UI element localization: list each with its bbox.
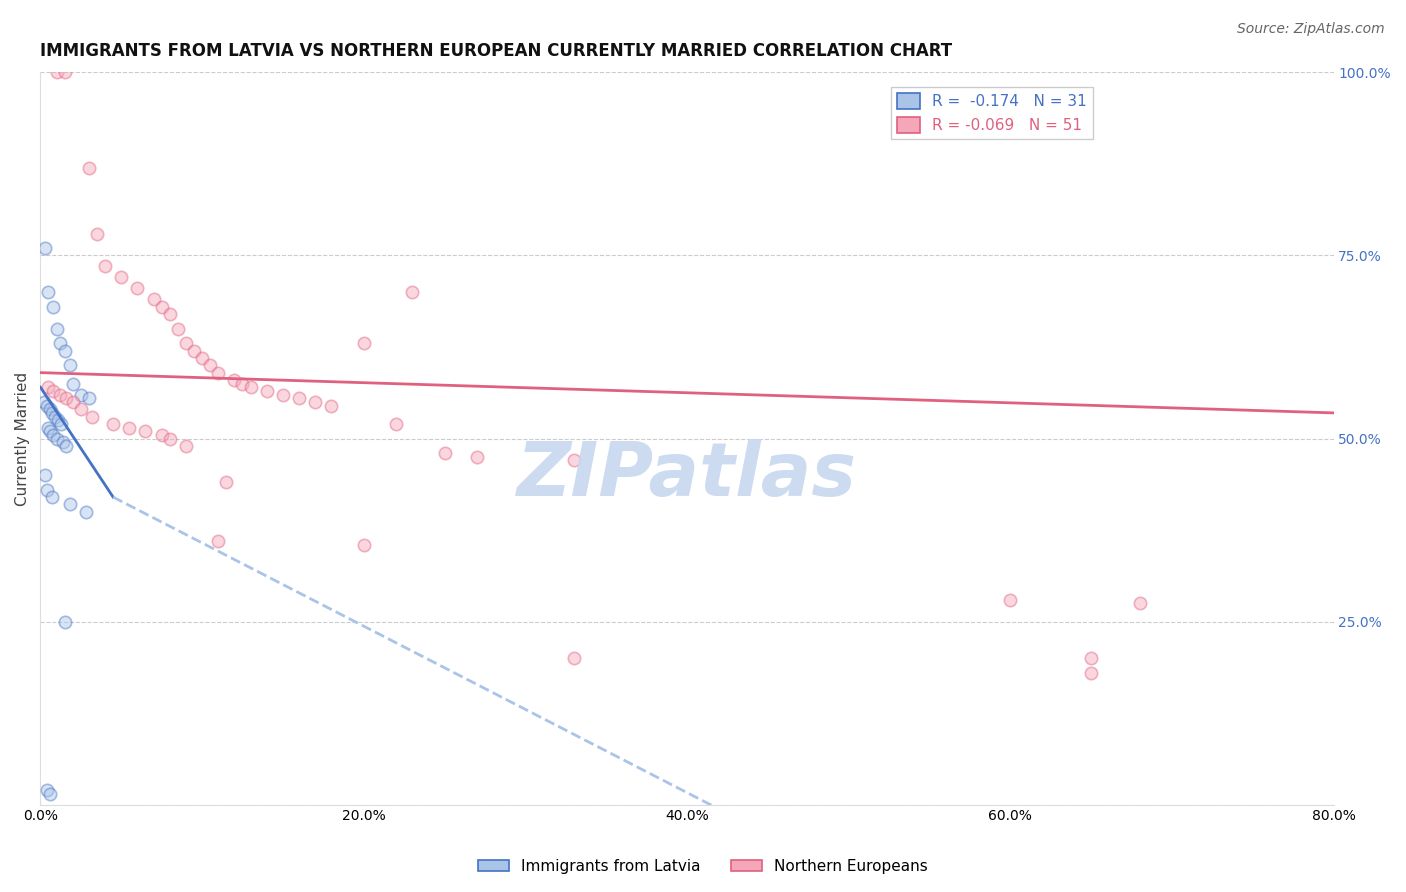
Point	[42, 300, 65, 314]
Point	[69, 402, 91, 417]
Point	[75, 505, 97, 519]
Point	[86, 227, 108, 241]
Point	[304, 395, 326, 409]
Point	[191, 351, 214, 365]
Point	[51, 417, 73, 431]
Point	[39, 424, 62, 438]
Point	[353, 336, 375, 351]
Point	[271, 387, 294, 401]
Point	[35, 399, 58, 413]
Text: Source: ZipAtlas.com: Source: ZipAtlas.com	[1237, 22, 1385, 37]
Point	[1080, 651, 1102, 665]
Point	[1128, 596, 1150, 610]
Point	[174, 336, 197, 351]
Point	[239, 380, 262, 394]
Point	[58, 359, 80, 373]
Point	[401, 285, 423, 299]
Point	[174, 439, 197, 453]
Point	[127, 281, 149, 295]
Point	[321, 399, 343, 413]
Point	[562, 453, 585, 467]
Point	[142, 293, 165, 307]
Point	[55, 439, 77, 453]
Point	[49, 336, 72, 351]
Point	[118, 420, 141, 434]
Point	[44, 409, 66, 424]
Point	[101, 417, 124, 431]
Point	[198, 359, 221, 373]
Point	[58, 497, 80, 511]
Point	[35, 483, 58, 497]
Point	[62, 395, 84, 409]
Legend: R =  -0.174   N = 31, R = -0.069   N = 51: R = -0.174 N = 31, R = -0.069 N = 51	[891, 87, 1092, 139]
Point	[53, 343, 76, 358]
Point	[207, 534, 229, 549]
Point	[433, 446, 456, 460]
Point	[42, 428, 65, 442]
Point	[159, 307, 181, 321]
Point	[41, 490, 63, 504]
Point	[45, 65, 67, 79]
Point	[37, 420, 59, 434]
Point	[465, 450, 488, 464]
Point	[207, 366, 229, 380]
Point	[45, 432, 67, 446]
Point	[353, 538, 375, 552]
Point	[94, 260, 117, 274]
Point	[183, 343, 205, 358]
Point	[231, 376, 253, 391]
Point	[134, 424, 156, 438]
Point	[562, 651, 585, 665]
Point	[41, 406, 63, 420]
Point	[55, 391, 77, 405]
Y-axis label: Currently Married: Currently Married	[15, 371, 30, 506]
Point	[42, 384, 65, 398]
Point	[46, 413, 69, 427]
Point	[39, 402, 62, 417]
Point	[53, 65, 76, 79]
Point	[77, 391, 100, 405]
Point	[256, 384, 278, 398]
Point	[52, 435, 75, 450]
Point	[37, 380, 59, 394]
Point	[166, 321, 188, 335]
Point	[35, 783, 58, 797]
Legend: Immigrants from Latvia, Northern Europeans: Immigrants from Latvia, Northern Europea…	[472, 853, 934, 880]
Point	[82, 409, 104, 424]
Point	[385, 417, 408, 431]
Point	[110, 270, 132, 285]
Point	[62, 376, 84, 391]
Point	[69, 387, 91, 401]
Point	[215, 475, 238, 490]
Point	[1080, 665, 1102, 680]
Point	[45, 321, 67, 335]
Point	[288, 391, 311, 405]
Point	[1000, 592, 1022, 607]
Text: ZIPatlas: ZIPatlas	[517, 439, 858, 512]
Point	[37, 285, 59, 299]
Point	[159, 432, 181, 446]
Point	[77, 161, 100, 175]
Point	[39, 787, 62, 801]
Point	[53, 615, 76, 629]
Point	[150, 428, 173, 442]
Point	[49, 387, 72, 401]
Point	[224, 373, 246, 387]
Text: IMMIGRANTS FROM LATVIA VS NORTHERN EUROPEAN CURRENTLY MARRIED CORRELATION CHART: IMMIGRANTS FROM LATVIA VS NORTHERN EUROP…	[41, 42, 952, 60]
Point	[150, 300, 173, 314]
Point	[34, 241, 56, 255]
Point	[34, 468, 56, 483]
Point	[32, 395, 55, 409]
